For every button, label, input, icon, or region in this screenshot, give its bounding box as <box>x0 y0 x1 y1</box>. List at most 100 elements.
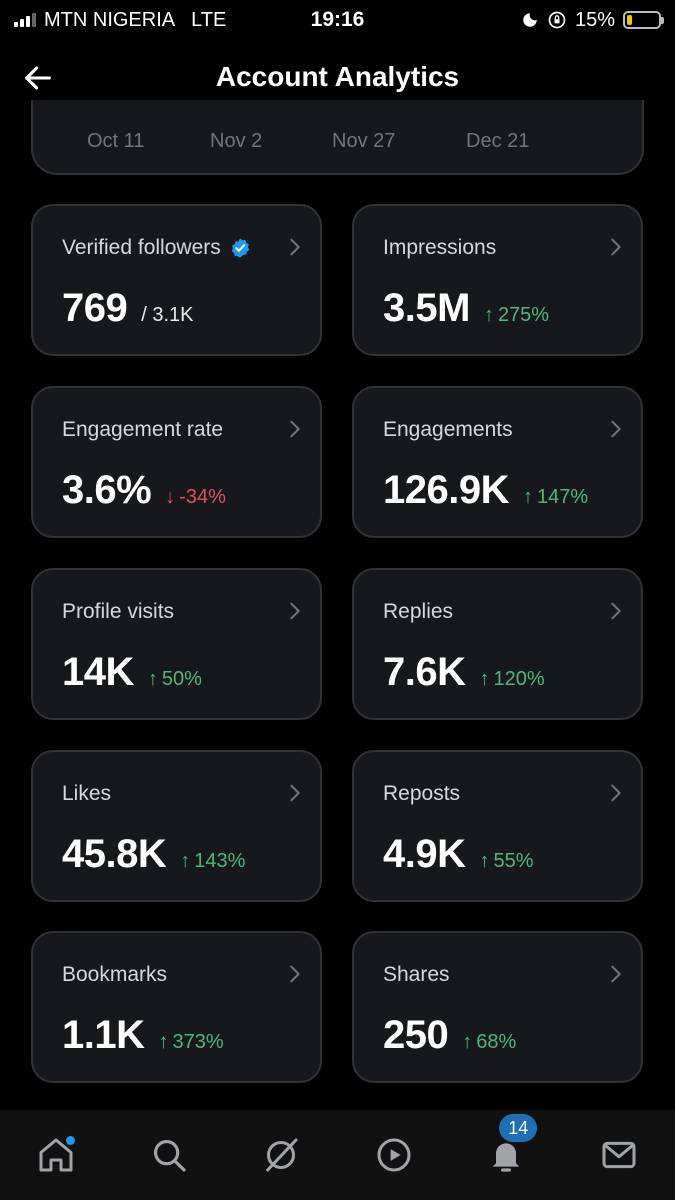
card-change: ↑ 50% <box>148 668 202 691</box>
card-value-row: 14K ↑ 50% <box>62 650 202 695</box>
card-reposts[interactable]: Reposts 4.9K ↑ 55% <box>352 750 643 902</box>
change-text: 50% <box>161 668 202 690</box>
card-label: Engagements <box>383 418 513 441</box>
chevron-right-icon <box>290 238 300 256</box>
video-icon <box>377 1138 411 1172</box>
card-value-row: 3.6% ↓ -34% <box>62 468 226 513</box>
card-value-row: 250 ↑ 68% <box>383 1013 516 1058</box>
chevron-right-icon <box>611 784 621 802</box>
search-icon <box>153 1139 186 1172</box>
back-button[interactable] <box>18 58 58 98</box>
card-value-row: 7.6K ↑ 120% <box>383 650 545 695</box>
status-left: MTN NIGERIA LTE <box>14 9 226 32</box>
arrow-left-icon <box>25 66 51 90</box>
card-value: 45.8K <box>62 832 167 876</box>
arrow-up-icon: ↑ <box>479 668 490 690</box>
card-label: Profile visits <box>62 600 175 623</box>
card-engagements[interactable]: Engagements 126.9K ↑ 147% <box>352 386 643 538</box>
card-value-row: 4.9K ↑ 55% <box>383 832 534 877</box>
change-text: 373% <box>172 1031 224 1053</box>
verified-badge-icon <box>231 238 249 258</box>
card-likes[interactable]: Likes 45.8K ↑ 143% <box>31 750 322 902</box>
card-value: 14K <box>62 650 134 694</box>
arrow-up-icon: ↑ <box>479 850 490 872</box>
card-change: ↑ 55% <box>480 850 534 873</box>
card-shares[interactable]: Shares 250 ↑ 68% <box>352 931 643 1083</box>
card-change: ↓ -34% <box>165 486 226 509</box>
battery-icon <box>623 11 664 29</box>
card-change: ↑ 147% <box>523 486 588 509</box>
chevron-right-icon <box>611 602 621 620</box>
change-text: 68% <box>476 1031 517 1053</box>
arrow-up-icon: ↑ <box>147 668 158 690</box>
card-value: 4.9K <box>383 832 466 876</box>
card-value: 3.6% <box>62 468 152 512</box>
card-label: Shares <box>383 963 450 986</box>
change-text: 147% <box>536 486 589 508</box>
card-profile-visits[interactable]: Profile visits 14K ↑ 50% <box>31 568 322 720</box>
chevron-right-icon <box>611 420 621 438</box>
change-text: 275% <box>497 304 550 326</box>
card-value-row: 769 / 3.1K <box>62 286 194 331</box>
card-value: 7.6K <box>383 650 466 694</box>
card-value: 1.1K <box>62 1013 145 1057</box>
bottom-nav: 14 <box>0 1110 675 1200</box>
nav-notifications[interactable]: 14 <box>481 1114 538 1180</box>
change-text: -34% <box>179 486 226 508</box>
card-label: Verified followers <box>62 236 251 260</box>
status-bar: MTN NIGERIA LTE 19:16 15% <box>0 0 675 40</box>
card-verified-followers[interactable]: Verified followers 769 / 3.1K <box>31 204 322 356</box>
card-engagement-rate[interactable]: Engagement rate 3.6% ↓ -34% <box>31 386 322 538</box>
rotation-lock-icon <box>548 11 566 29</box>
card-label: Impressions <box>383 236 497 259</box>
date-label: Dec 21 <box>466 130 530 152</box>
card-bookmarks[interactable]: Bookmarks 1.1K ↑ 373% <box>31 931 322 1083</box>
mail-icon <box>602 1141 636 1169</box>
battery-fill <box>627 15 632 25</box>
card-label: Replies <box>383 600 454 623</box>
chevron-right-icon <box>290 602 300 620</box>
card-label: Reposts <box>383 782 461 805</box>
chevron-right-icon <box>611 238 621 256</box>
home-unread-dot <box>66 1136 76 1145</box>
card-value: 769 <box>62 286 128 330</box>
card-change: ↑ 275% <box>484 304 549 327</box>
card-change: ↑ 120% <box>480 668 545 691</box>
arrow-up-icon: ↑ <box>522 486 533 508</box>
card-change: ↑ 373% <box>159 1031 224 1054</box>
card-change: ↑ 68% <box>462 1031 516 1054</box>
nav-home[interactable] <box>31 1130 81 1180</box>
home-icon <box>39 1138 73 1172</box>
do-not-disturb-icon <box>523 13 537 27</box>
arrow-up-icon: ↑ <box>483 304 494 326</box>
chevron-right-icon <box>290 420 300 438</box>
date-label: Oct 11 <box>87 130 145 152</box>
chevron-right-icon <box>290 784 300 802</box>
card-sub-value: / 3.1K <box>141 304 194 326</box>
card-value: 3.5M <box>383 286 470 330</box>
card-value-row: 1.1K ↑ 373% <box>62 1013 224 1058</box>
date-label: Nov 27 <box>332 130 396 152</box>
card-replies[interactable]: Replies 7.6K ↑ 120% <box>352 568 643 720</box>
date-label: Nov 2 <box>210 130 263 152</box>
card-change: ↑ 143% <box>180 850 245 873</box>
card-value-row: 45.8K ↑ 143% <box>62 832 245 877</box>
chart-date-axis: Oct 11 Nov 2 Nov 27 Dec 21 <box>31 100 644 175</box>
change-text: 55% <box>493 850 534 872</box>
chevron-right-icon <box>290 965 300 983</box>
page-title: Account Analytics <box>215 61 460 92</box>
card-impressions[interactable]: Impressions 3.5M ↑ 275% <box>352 204 643 356</box>
nav-grok[interactable] <box>256 1130 306 1180</box>
arrow-up-icon: ↑ <box>462 1031 473 1053</box>
status-right: 15% <box>521 8 664 32</box>
battery-percent: 15% <box>574 8 615 31</box>
bell-icon <box>492 1143 520 1172</box>
card-label: Likes <box>62 782 112 805</box>
card-label-text: Verified followers <box>62 236 221 259</box>
nav-messages[interactable] <box>594 1130 644 1180</box>
change-text: 143% <box>194 850 246 872</box>
card-value: 250 <box>383 1013 449 1057</box>
nav-search[interactable] <box>144 1130 194 1180</box>
nav-video[interactable] <box>369 1130 419 1180</box>
card-label: Engagement rate <box>62 418 224 441</box>
